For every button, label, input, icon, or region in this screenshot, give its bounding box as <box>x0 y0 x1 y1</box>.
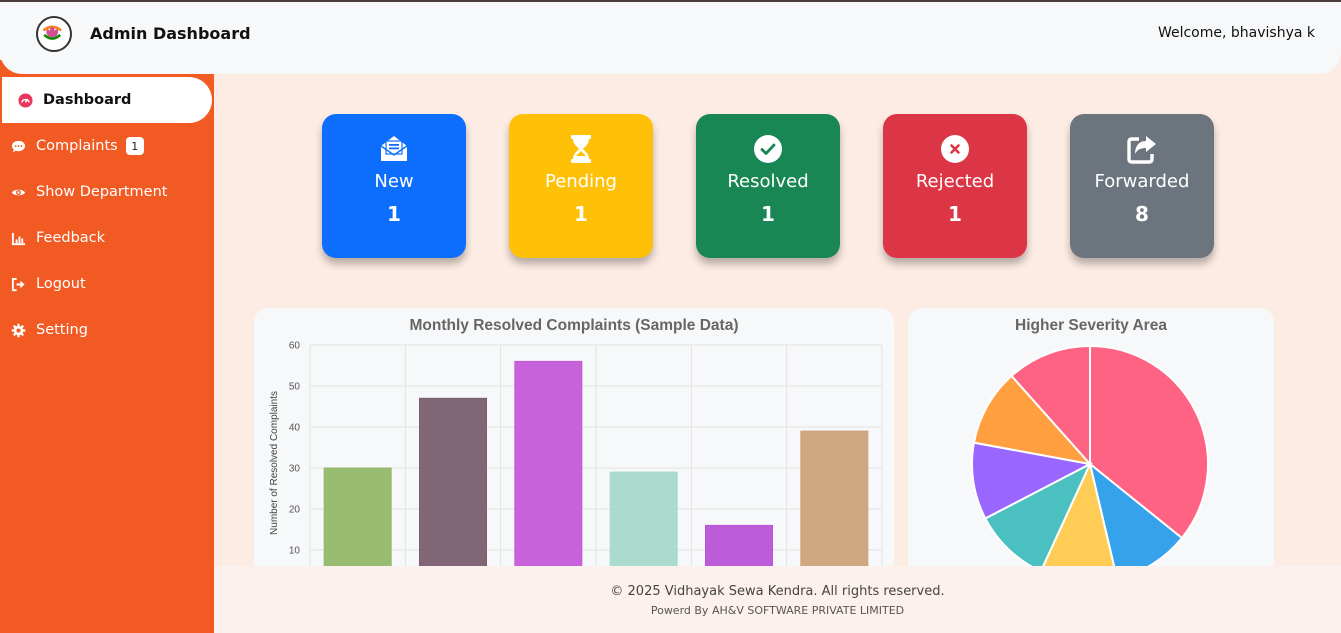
hourglass-icon <box>509 132 653 166</box>
card-count: 1 <box>948 202 962 226</box>
bar[interactable] <box>323 467 392 578</box>
sidebar-item-logout[interactable]: Logout <box>0 261 214 307</box>
bar[interactable] <box>609 471 678 578</box>
bar[interactable] <box>514 360 583 578</box>
top-border <box>0 0 1341 2</box>
eye-icon <box>10 184 26 200</box>
stat-card-rejected[interactable]: Rejected 1 <box>883 114 1027 258</box>
y-tick-label: 30 <box>289 464 301 475</box>
sidebar-item-label: Dashboard <box>43 92 132 108</box>
stat-card-resolved[interactable]: Resolved 1 <box>696 114 840 258</box>
y-tick-label: 60 <box>289 341 301 352</box>
pie-chart-panel: Higher Severity Area <box>908 308 1274 578</box>
page-footer: © 2025 Vidhayak Sewa Kendra. All rights … <box>214 566 1341 633</box>
sidebar-item-label: Feedback <box>36 230 106 246</box>
sidebar-item-show-department[interactable]: Show Department <box>0 169 214 215</box>
bar[interactable] <box>800 430 869 578</box>
card-count: 1 <box>761 202 775 226</box>
sidebar-item-complaints[interactable]: Complaints 1 <box>0 123 214 169</box>
sidebar-item-feedback[interactable]: Feedback <box>0 215 214 261</box>
bar-chart-panel: Monthly Resolved Complaints (Sample Data… <box>254 308 894 578</box>
y-tick-label: 50 <box>289 382 301 393</box>
sidebar-item-label: Show Department <box>36 184 168 200</box>
app-title: Admin Dashboard <box>90 24 251 43</box>
bar[interactable] <box>419 397 487 578</box>
card-count: 8 <box>1135 202 1149 226</box>
gear-icon <box>10 322 26 338</box>
card-count: 1 <box>574 202 588 226</box>
y-tick-label: 20 <box>289 505 301 516</box>
copyright-text: © 2025 Vidhayak Sewa Kendra. All rights … <box>610 584 945 599</box>
pie-slice[interactable] <box>971 441 1094 520</box>
powered-by-text: Powerd By AH&V SOFTWARE PRIVATE LIMITED <box>650 604 905 617</box>
pie-slice[interactable] <box>1088 461 1184 578</box>
pie-slice[interactable] <box>1089 344 1209 540</box>
sidebar-item-label: Setting <box>36 322 88 338</box>
chart-icon <box>10 230 26 246</box>
bar-chart: Number of Resolved Complaints 60 50 40 30 20… <box>269 341 883 578</box>
y-tick-label: 10 <box>289 546 301 557</box>
card-count: 1 <box>387 202 401 226</box>
pie-chart <box>971 344 1209 578</box>
top-header: Admin Dashboard Welcome, bhavishya k <box>0 2 1341 74</box>
chat-bubble-icon <box>10 138 26 154</box>
stat-card-new[interactable]: New 1 <box>322 114 466 258</box>
envelope-open-icon <box>322 132 466 166</box>
card-label: Resolved <box>727 171 809 192</box>
share-icon <box>1070 132 1214 166</box>
sidebar-item-label: Complaints <box>36 138 118 154</box>
card-label: Pending <box>545 171 617 192</box>
card-label: Forwarded <box>1094 171 1190 192</box>
stat-card-pending[interactable]: Pending 1 <box>509 114 653 258</box>
logout-icon <box>10 276 26 292</box>
y-axis-label: Number of Resolved Complaints <box>269 391 280 535</box>
x-circle-icon <box>883 132 1027 166</box>
bar-chart-title: Monthly Resolved Complaints (Sample Data… <box>409 317 739 334</box>
gauge-icon <box>17 92 33 108</box>
y-tick-label: 40 <box>289 423 301 434</box>
pie-chart-title: Higher Severity Area <box>1015 317 1167 334</box>
sidebar: Dashboard Complaints 1 Show Department F… <box>0 60 214 633</box>
sidebar-item-dashboard[interactable]: Dashboard <box>2 77 212 123</box>
check-circle-icon <box>696 132 840 166</box>
pie-slice[interactable] <box>972 374 1093 466</box>
sidebar-item-setting[interactable]: Setting <box>0 307 214 353</box>
pie-slice[interactable] <box>1010 344 1091 467</box>
lotus-emblem-icon[interactable] <box>36 16 72 52</box>
welcome-message: Welcome, bhavishya k <box>1157 25 1315 41</box>
complaints-count-badge: 1 <box>125 137 144 155</box>
card-label: Rejected <box>915 171 995 192</box>
stat-card-forwarded[interactable]: Forwarded 8 <box>1070 114 1214 258</box>
sidebar-item-label: Logout <box>36 276 86 292</box>
card-label: New <box>374 171 414 192</box>
